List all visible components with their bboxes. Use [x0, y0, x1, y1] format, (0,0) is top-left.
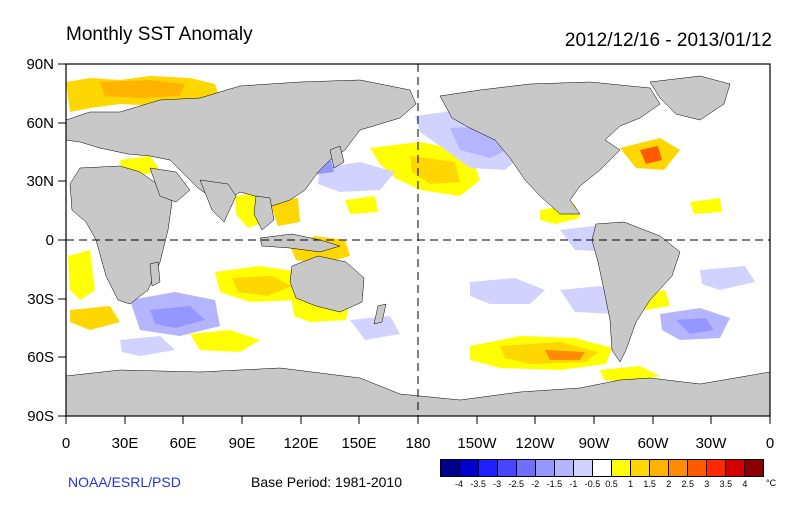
colorbar-swatch — [555, 460, 574, 476]
colorbar-tick-label: -4 — [455, 479, 464, 489]
colorbar-swatch — [441, 460, 460, 476]
lon-label: 30E — [112, 435, 139, 452]
colorbar-tick-label: -1 — [569, 479, 578, 489]
indonesia — [259, 233, 341, 253]
colorbar-swatch — [498, 460, 517, 476]
colorbar-tick-label: -2.5 — [508, 479, 524, 489]
colorbar-tick-label: 3 — [704, 479, 710, 489]
lat-label: 90N — [26, 56, 54, 73]
india — [199, 179, 237, 223]
latitude-axis: 90N 60N 30N 0 30S 60S 90S — [26, 56, 66, 425]
colorbar-swatch — [669, 460, 688, 476]
lat-label: 30N — [26, 173, 54, 190]
longitude-axis: 0 30E 60E 90E 120E 150E 180 150W 120W 90… — [62, 416, 774, 452]
lon-label: 30W — [696, 435, 728, 452]
colorbar-tick-label: 4 — [742, 479, 748, 489]
colorbar — [440, 459, 764, 477]
colorbar-tick-label: -3.5 — [470, 479, 486, 489]
lat-label: 0 — [46, 232, 54, 249]
lon-label: 150E — [341, 435, 376, 452]
base-period-label: Base Period: 1981-2010 — [251, 474, 402, 490]
colorbar-swatch — [631, 460, 650, 476]
lon-label: 0 — [766, 435, 774, 452]
colorbar-tick-label: -3 — [493, 479, 502, 489]
credit-link[interactable]: NOAA/ESRL/PSD — [68, 474, 181, 490]
africa — [69, 165, 173, 305]
eurasia — [66, 79, 417, 207]
australia — [289, 255, 365, 313]
arabia — [149, 167, 191, 203]
colorbar-swatch — [707, 460, 726, 476]
colorbar-swatch — [593, 460, 612, 476]
colorbar-swatch — [517, 460, 536, 476]
lat-label: 90S — [27, 408, 54, 425]
colorbar-tick-label: 1 — [628, 479, 634, 489]
lon-label: 0 — [62, 435, 70, 452]
lat-label: 60S — [27, 349, 54, 366]
lon-label: 90W — [579, 435, 611, 452]
colorbar-unit: °C — [766, 478, 777, 488]
colorbar-tick-label: 1.5 — [643, 479, 656, 489]
colorbar-swatch — [479, 460, 498, 476]
lat-label: 30S — [27, 291, 54, 308]
japan — [329, 145, 345, 169]
land-masses — [66, 75, 770, 416]
lon-label: 180 — [405, 435, 430, 452]
southeast-asia — [253, 195, 275, 231]
colorbar-swatch — [574, 460, 593, 476]
new-zealand — [373, 303, 387, 325]
lon-label: 60E — [170, 435, 197, 452]
lon-label: 60W — [638, 435, 670, 452]
colorbar-swatch — [460, 460, 479, 476]
date-range: 2012/12/16 - 2013/01/12 — [564, 30, 772, 51]
lon-label: 120W — [515, 435, 555, 452]
colorbar-swatch — [612, 460, 631, 476]
greenland — [649, 75, 731, 121]
colorbar-tick-label: 2.5 — [681, 479, 695, 489]
colorbar-swatch — [650, 460, 669, 476]
colorbar-tick-label: -0.5 — [584, 479, 601, 489]
colorbar-tick-label: 0.5 — [605, 479, 618, 489]
colorbar-tick-label: -1.5 — [546, 479, 563, 489]
lon-label: 150W — [457, 435, 497, 452]
colorbar-swatch — [688, 460, 707, 476]
colorbar-swatch — [745, 460, 763, 476]
colorbar-swatch — [726, 460, 745, 476]
colorbar-tick-label: -2 — [531, 479, 540, 489]
colorbar-tick-label: 2 — [666, 479, 672, 489]
lon-label: 120E — [283, 435, 318, 452]
south-america — [591, 221, 681, 363]
map-title: Monthly SST Anomaly — [66, 24, 253, 45]
colorbar-tick-label: 3.5 — [719, 479, 733, 489]
colorbar-swatch — [536, 460, 555, 476]
colorbar-labels: -4 -3.5 -3 -2.5 -2 -1.5 -1 -0.5 0.5 1 1.5 2 2.5 3 3.5 4 — [440, 479, 764, 493]
north-america — [439, 81, 661, 215]
lat-label: 60N — [26, 115, 54, 132]
lon-label: 90E — [229, 435, 256, 452]
madagascar — [149, 261, 161, 287]
antarctica — [66, 367, 770, 416]
